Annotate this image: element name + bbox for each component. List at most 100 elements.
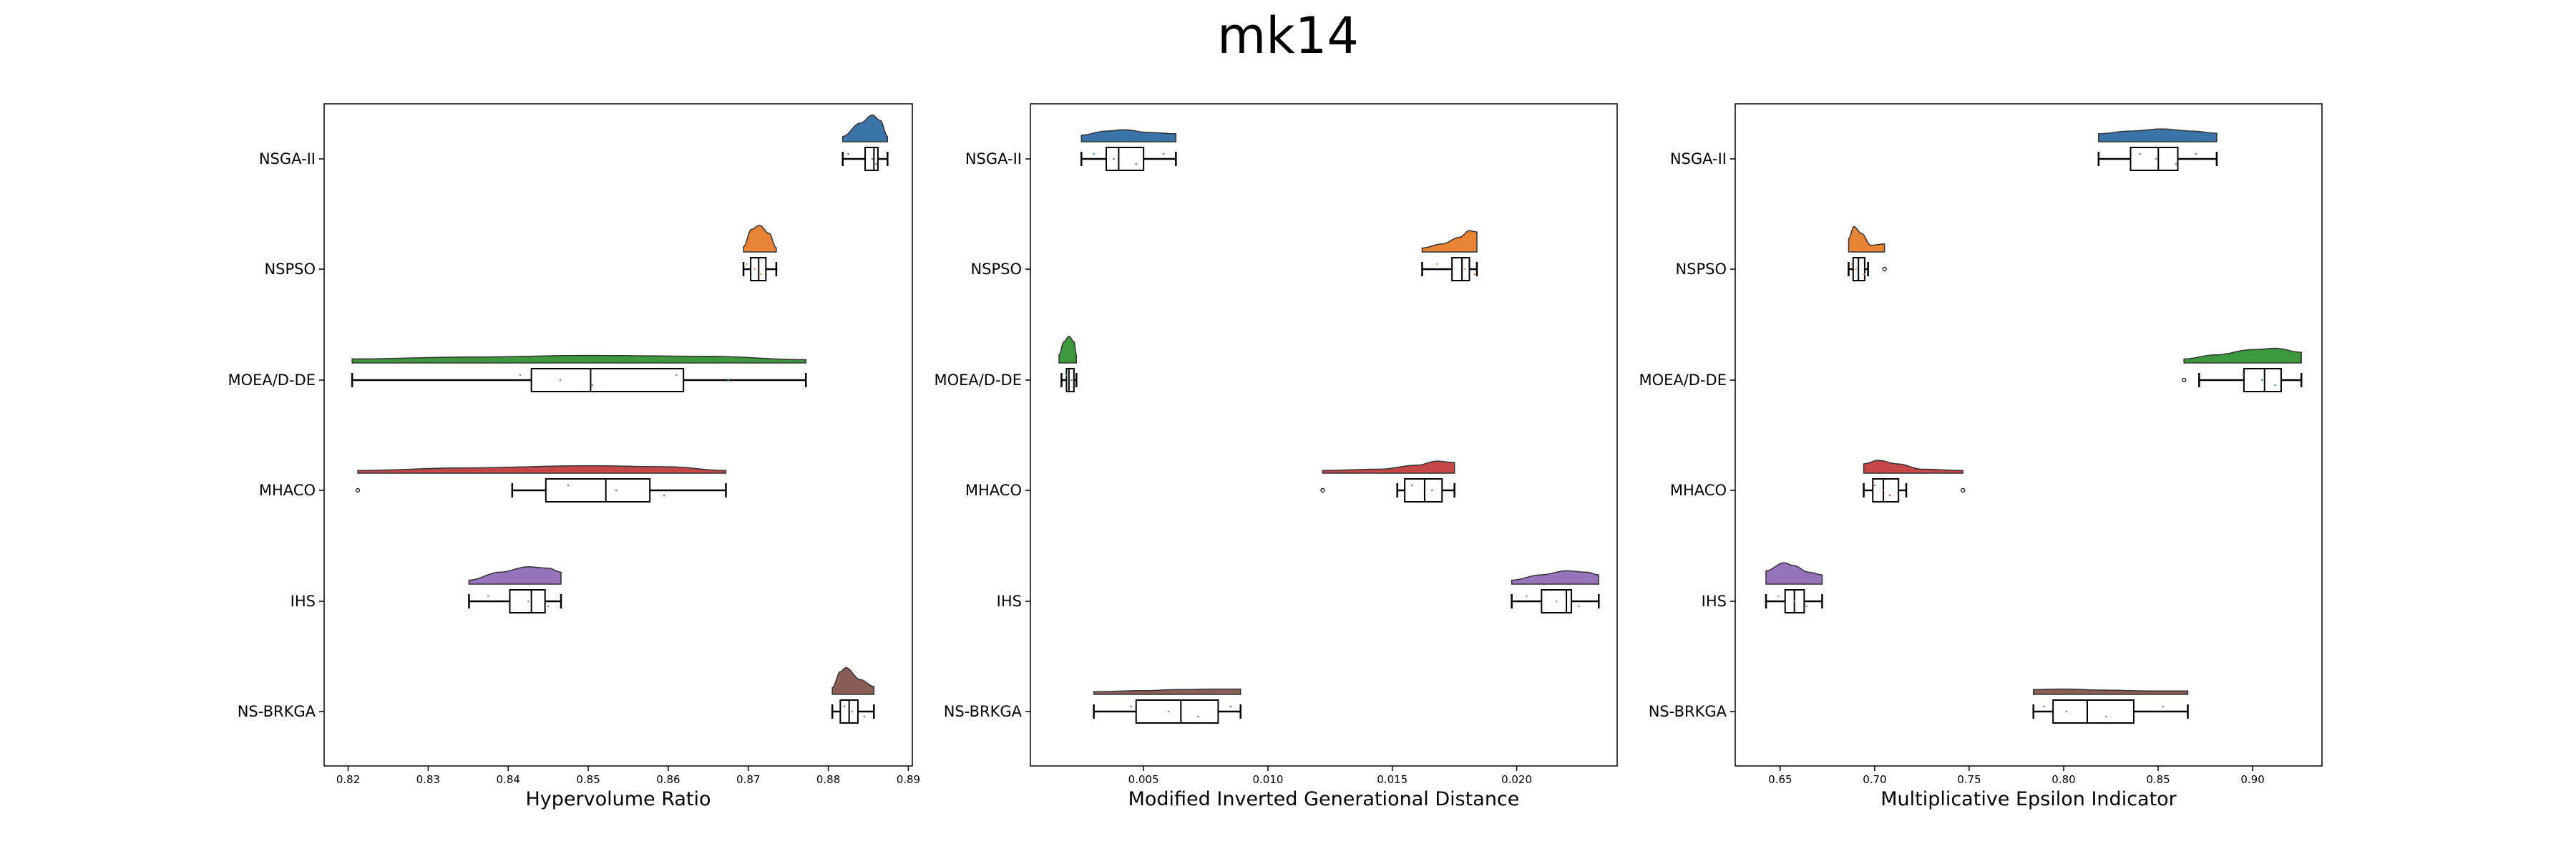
density-cloud xyxy=(468,566,562,585)
data-point xyxy=(1435,263,1438,266)
category-label: MOEA/D-DE xyxy=(228,372,316,389)
x-tick-label: 0.87 xyxy=(736,773,760,786)
category-label: IHS xyxy=(997,593,1022,610)
plot-frame xyxy=(1030,103,1618,767)
data-point xyxy=(1793,600,1796,603)
data-point xyxy=(2139,152,2142,155)
data-point xyxy=(1850,263,1853,266)
box-iqr xyxy=(1404,478,1443,503)
data-point xyxy=(1888,494,1891,497)
box-iqr xyxy=(1065,368,1075,392)
data-point xyxy=(2065,710,2068,713)
outlier-point xyxy=(2182,377,2187,383)
data-point xyxy=(1093,152,1096,155)
data-point xyxy=(1229,705,1232,708)
x-tick-label: 0.015 xyxy=(1377,773,1407,786)
x-tick-label: 0.75 xyxy=(1957,773,1981,786)
category-label: NSPSO xyxy=(264,261,316,278)
plot-frame xyxy=(323,103,913,767)
x-tick-label: 0.90 xyxy=(2240,773,2264,786)
category-label: MHACO xyxy=(965,482,1022,499)
density-cloud xyxy=(2183,347,2302,364)
data-point xyxy=(746,263,748,266)
density-cloud xyxy=(841,115,889,142)
data-point xyxy=(567,484,570,487)
density-cloud xyxy=(1322,460,1455,474)
series-mhaco: MHACO xyxy=(965,460,1455,503)
data-point xyxy=(843,705,846,708)
x-tick-label: 0.86 xyxy=(656,773,680,786)
data-point xyxy=(1873,484,1876,487)
x-tick-label: 0.85 xyxy=(576,773,600,786)
series-nsga-ii: NSGA-II xyxy=(259,115,889,171)
series-moea-d-de: MOEA/D-DE xyxy=(228,354,807,392)
data-point xyxy=(760,273,763,276)
x-tick-label: 0.83 xyxy=(416,773,440,786)
density-cloud xyxy=(1421,230,1478,253)
data-point xyxy=(1135,162,1138,165)
category-label: NS-BRKGA xyxy=(238,703,316,720)
data-point xyxy=(2242,374,2245,377)
category-label: NSGA-II xyxy=(1670,150,1727,168)
data-point xyxy=(1463,268,1465,271)
data-point xyxy=(1777,595,1780,598)
x-tick-label: 0.88 xyxy=(816,773,840,786)
box-iqr xyxy=(1106,147,1145,171)
data-point xyxy=(2260,379,2263,382)
density-cloud xyxy=(1093,688,1241,695)
x-tick-label: 0.005 xyxy=(1128,773,1159,786)
series-nsga-ii: NSGA-II xyxy=(1670,128,2218,171)
data-point xyxy=(675,374,678,377)
series-moea-d-de: MOEA/D-DE xyxy=(934,336,1078,392)
data-point xyxy=(663,494,665,497)
data-point xyxy=(863,715,866,718)
x-axis-title: Multiplicative Epsilon Indicator xyxy=(1880,788,2177,810)
data-point xyxy=(1555,600,1558,603)
outlier-point xyxy=(1882,266,1887,272)
series-nspso: NSPSO xyxy=(264,225,778,281)
box-iqr xyxy=(1135,699,1219,724)
data-point xyxy=(1578,605,1580,608)
data-point xyxy=(519,374,522,377)
category-label: MOEA/D-DE xyxy=(1639,372,1727,389)
data-point xyxy=(2274,384,2277,387)
series-ns-brkga: NS-BRKGA xyxy=(238,667,875,724)
x-tick-label: 0.82 xyxy=(336,773,360,786)
data-point xyxy=(727,379,730,382)
data-point xyxy=(2195,152,2197,155)
category-label: NSGA-II xyxy=(259,150,316,168)
density-cloud xyxy=(2098,128,2218,142)
series-ihs: IHS xyxy=(997,570,1600,613)
data-point xyxy=(1130,705,1133,708)
data-point xyxy=(1411,484,1413,487)
x-tick-label: 0.65 xyxy=(1768,773,1792,786)
data-point xyxy=(1805,605,1808,608)
category-label: NSGA-II xyxy=(965,150,1022,168)
panel-1: 0.82 0.83 0.84 0.85 0.86 0.87 0.88 0.89 Hypervol… xyxy=(228,103,920,810)
x-tick-label: 0.84 xyxy=(497,773,520,786)
data-point xyxy=(1526,595,1528,598)
series-moea-d-de: MOEA/D-DE xyxy=(1639,347,2303,392)
data-point xyxy=(2155,157,2157,160)
outlier-point xyxy=(355,487,361,493)
data-point xyxy=(871,157,874,160)
data-point xyxy=(547,605,550,608)
data-point xyxy=(875,162,878,165)
data-point xyxy=(1473,273,1475,276)
series-nsga-ii: NSGA-II xyxy=(965,129,1177,171)
category-label: NS-BRKGA xyxy=(1649,703,1727,720)
category-label: IHS xyxy=(1702,593,1727,610)
data-point xyxy=(559,379,562,382)
outlier-point xyxy=(1320,487,1325,493)
series-nspso: NSPSO xyxy=(1675,225,1887,281)
x-tick-label: 0.89 xyxy=(897,773,920,786)
panel-2: 0.005 0.010 0.015 0.020 Modified Inverted Ge… xyxy=(934,103,1618,810)
data-point xyxy=(527,600,530,603)
x-tick-label: 0.85 xyxy=(2146,773,2170,786)
plot-frame xyxy=(1735,103,2323,767)
data-point xyxy=(591,384,594,387)
data-point xyxy=(1430,489,1433,492)
x-tick-label: 0.020 xyxy=(1501,773,1532,786)
series-nspso: NSPSO xyxy=(970,230,1478,281)
box-iqr xyxy=(1451,257,1470,281)
